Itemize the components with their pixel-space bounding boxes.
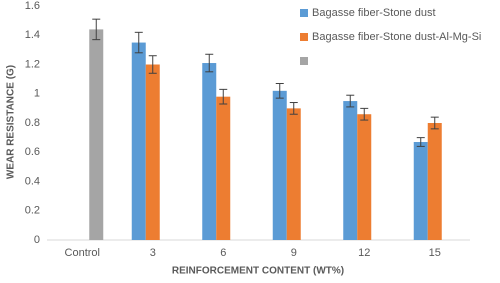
error-bar: [148, 55, 157, 74]
y-tick-label: 0.4: [25, 175, 40, 187]
y-tick-label: 0.2: [25, 205, 40, 217]
bar: [202, 63, 217, 240]
x-tick-label: Control: [65, 247, 100, 259]
error-bar: [205, 53, 214, 73]
y-tick-label: 1.2: [25, 58, 40, 70]
legend-swatch: [300, 33, 308, 41]
x-tick-label: 15: [429, 247, 441, 259]
y-tick-label: 0: [34, 234, 40, 246]
x-axis-title: REINFORCEMENT CONTENT (WT%): [172, 266, 344, 277]
bar: [343, 101, 358, 240]
error-bar: [346, 94, 355, 108]
error-bar: [360, 107, 369, 121]
x-tick-label: 3: [150, 247, 156, 259]
x-tick-label: 6: [220, 247, 226, 259]
error-bar: [430, 116, 439, 130]
bar: [145, 64, 160, 240]
y-axis-title: WEAR RESISTANCE (G): [6, 65, 17, 179]
error-bar: [289, 102, 298, 115]
y-tick-label: 0.8: [25, 117, 40, 129]
bar: [286, 108, 301, 240]
bar: [272, 90, 287, 240]
bar: [216, 96, 231, 240]
error-bar: [275, 83, 284, 99]
error-bar: [134, 31, 143, 54]
y-tick-label: 1.6: [25, 0, 40, 12]
y-tick-label: 0.6: [25, 146, 40, 158]
legend-label: Bagasse fiber-Stone dust-Al-Mg-Si: [312, 31, 481, 43]
error-bar: [219, 88, 228, 105]
bar: [357, 114, 372, 240]
bar: [89, 29, 104, 241]
bar: [131, 42, 146, 240]
legend-swatch: [300, 9, 308, 17]
legend-swatch: [300, 57, 308, 65]
bar: [427, 123, 442, 240]
x-tick-label: 12: [358, 247, 370, 259]
legend-label: Bagasse fiber-Stone dust: [312, 7, 436, 19]
bar: [413, 142, 428, 240]
error-bar: [416, 137, 425, 147]
y-tick-label: 1: [34, 88, 40, 100]
error-bar: [92, 18, 101, 41]
y-tick-label: 1.4: [25, 29, 40, 41]
x-tick-label: 9: [291, 247, 297, 259]
